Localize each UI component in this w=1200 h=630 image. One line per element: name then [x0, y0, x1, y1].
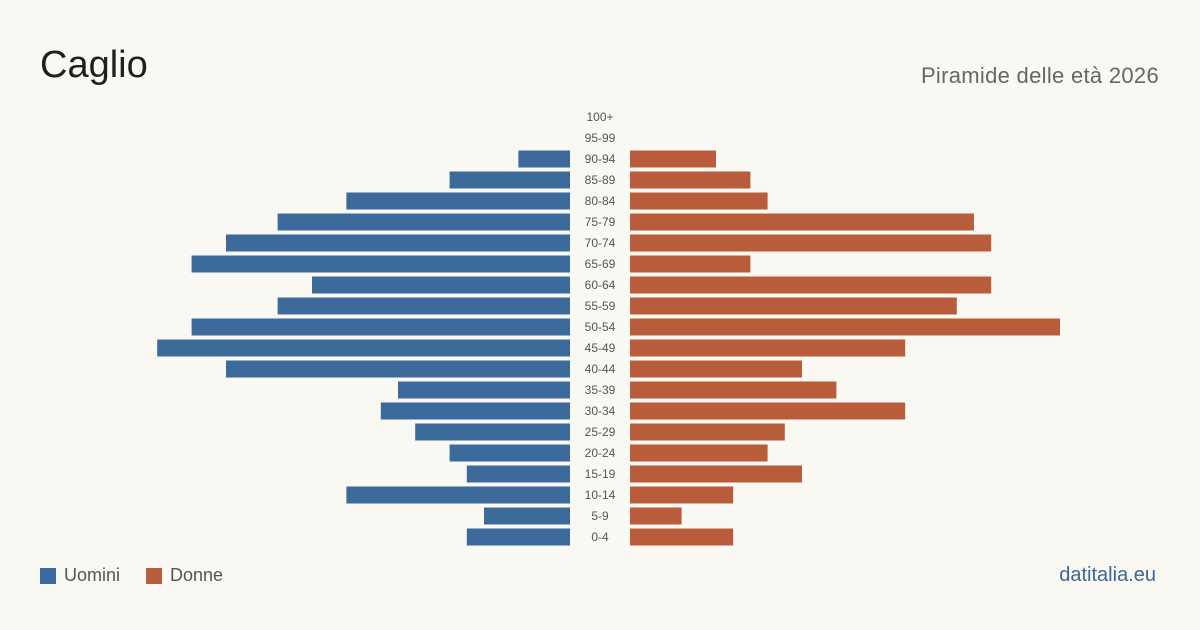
- bar-women-45-49: [630, 339, 906, 357]
- age-label-40-44: 40-44: [585, 362, 616, 376]
- bar-men-85-89: [449, 171, 570, 189]
- age-label-90-94: 90-94: [585, 152, 616, 166]
- bar-men-65-69: [191, 255, 570, 273]
- age-label-70-74: 70-74: [585, 236, 616, 250]
- bar-women-35-39: [630, 381, 837, 399]
- bar-women-0-4: [630, 528, 734, 546]
- bar-women-40-44: [630, 360, 802, 378]
- age-label-60-64: 60-64: [585, 278, 616, 292]
- bar-women-10-14: [630, 486, 734, 504]
- age-label-65-69: 65-69: [585, 257, 616, 271]
- bar-men-80-84: [346, 192, 570, 210]
- age-label-45-49: 45-49: [585, 341, 616, 355]
- age-label-85-89: 85-89: [585, 173, 616, 187]
- age-label-95-99: 95-99: [585, 131, 616, 145]
- bar-men-5-9: [484, 507, 570, 525]
- bar-women-90-94: [630, 150, 716, 168]
- legend-item-men: Uomini: [40, 565, 120, 586]
- legend-item-women: Donne: [146, 565, 223, 586]
- age-label-5-9: 5-9: [591, 509, 609, 523]
- age-label-25-29: 25-29: [585, 425, 616, 439]
- legend-swatch-men: [40, 567, 56, 584]
- bar-women-50-54: [630, 318, 1060, 336]
- bar-men-70-74: [226, 234, 570, 252]
- legend-label-men: Uomini: [64, 565, 121, 585]
- legend-label-women: Donne: [170, 565, 224, 585]
- chart-title: Caglio: [40, 44, 148, 86]
- bar-women-65-69: [630, 255, 751, 273]
- bar-men-30-34: [380, 402, 570, 420]
- bar-women-70-74: [630, 234, 992, 252]
- bar-men-35-39: [398, 381, 570, 399]
- age-label-100plus: 100+: [586, 110, 613, 124]
- bar-women-30-34: [630, 402, 906, 420]
- bar-women-85-89: [630, 171, 751, 189]
- age-label-15-19: 15-19: [585, 467, 616, 481]
- bar-women-5-9: [630, 507, 682, 525]
- bar-men-15-19: [466, 465, 570, 483]
- age-label-20-24: 20-24: [585, 446, 616, 460]
- bar-men-60-64: [312, 276, 570, 294]
- chart-subtitle: Piramide delle età 2026: [920, 63, 1159, 88]
- age-label-0-4: 0-4: [591, 530, 609, 544]
- legend: Uomini Donne: [40, 565, 249, 586]
- bar-men-40-44: [226, 360, 570, 378]
- age-label-10-14: 10-14: [585, 488, 616, 502]
- bar-women-60-64: [630, 276, 992, 294]
- bar-men-50-54: [191, 318, 570, 336]
- age-label-35-39: 35-39: [585, 383, 616, 397]
- bar-men-45-49: [157, 339, 570, 357]
- age-label-55-59: 55-59: [585, 299, 616, 313]
- source-link[interactable]: datitalia.eu: [1059, 564, 1156, 586]
- bar-women-20-24: [630, 444, 768, 462]
- legend-swatch-women: [146, 567, 163, 584]
- bar-men-0-4: [466, 528, 570, 546]
- bar-men-25-29: [415, 423, 570, 441]
- age-label-50-54: 50-54: [585, 320, 616, 334]
- age-label-80-84: 80-84: [585, 194, 616, 208]
- bar-women-25-29: [630, 423, 785, 441]
- bar-men-90-94: [518, 150, 570, 168]
- bar-women-75-79: [630, 213, 974, 231]
- bar-men-55-59: [277, 297, 570, 315]
- age-label-30-34: 30-34: [585, 404, 616, 418]
- bar-women-15-19: [630, 465, 802, 483]
- bar-men-75-79: [277, 213, 570, 231]
- bar-women-80-84: [630, 192, 768, 210]
- bar-men-10-14: [346, 486, 570, 504]
- bar-men-20-24: [449, 444, 570, 462]
- age-label-75-79: 75-79: [585, 215, 616, 229]
- bar-women-55-59: [630, 297, 957, 315]
